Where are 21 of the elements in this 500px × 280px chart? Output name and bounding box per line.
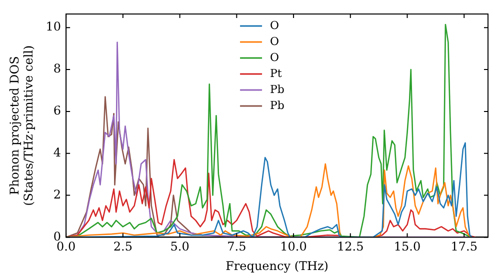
x-tick-label: 10.0 <box>280 240 307 254</box>
y-tick-label: 2 <box>53 187 62 202</box>
x-axis-title: Frequency (THz) <box>226 258 328 273</box>
x-tick-label: 15.0 <box>394 240 421 254</box>
legend-label: Pb <box>270 98 284 112</box>
legend-label: Pb <box>270 82 284 96</box>
legend-label: O <box>270 34 280 48</box>
x-tick-label: 0.0 <box>56 240 76 254</box>
legend-label: Pt <box>270 66 282 80</box>
x-tick-label: 2.5 <box>113 240 132 254</box>
x-tick-label: 12.5 <box>337 240 364 254</box>
x-tick-label: 7.5 <box>227 240 246 254</box>
legend-label: O <box>270 18 280 32</box>
y-tick-label: 6 <box>53 104 62 118</box>
y-axis-title: Phonon projected DOS (States/THz·primitive cell) <box>7 45 36 206</box>
y-tick-label: 8 <box>53 62 62 76</box>
x-tick-label: 5.0 <box>170 240 190 254</box>
legend-label: O <box>270 50 280 64</box>
x-tick-label: 17.5 <box>450 240 478 254</box>
y-tick-label: 4 <box>53 145 62 160</box>
y-tick-label: 10 <box>46 20 62 34</box>
